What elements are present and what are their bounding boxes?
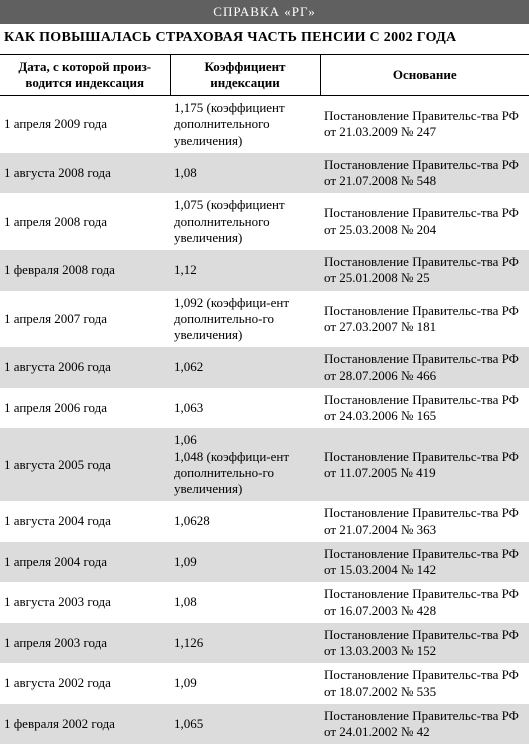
table-row: 1 апреля 2004 года1,09Постановление Прав…	[0, 542, 529, 583]
cell-date: 1 апреля 2007 года	[0, 291, 170, 348]
table-row: 1 августа 2002 года1,09Постановление Пра…	[0, 663, 529, 704]
cell-basis: Постановление Правительс-тва РФ от 25.03…	[320, 193, 529, 250]
table-row: 1 апреля 2008 года1,075 (коэффициент доп…	[0, 193, 529, 250]
table-row: 1 апреля 2006 года1,063Постановление Пра…	[0, 388, 529, 429]
cell-coef: 1,092 (коэффици-ент дополнительно-го уве…	[170, 291, 320, 348]
cell-coef: 1,062	[170, 347, 320, 388]
col-basis-header: Основание	[320, 55, 529, 96]
cell-basis: Постановление Правительс-тва РФ от 16.07…	[320, 582, 529, 623]
cell-basis: Постановление Правительс-тва РФ от 18.07…	[320, 663, 529, 704]
table-row: 1 февраля 2002 года1,065Постановление Пр…	[0, 704, 529, 744]
table-row: 1 апреля 2009 года1,175 (коэффициент доп…	[0, 96, 529, 153]
cell-basis: Постановление Правительс-тва РФ от 21.07…	[320, 153, 529, 194]
cell-coef: 1,08	[170, 582, 320, 623]
pension-table: Дата, с которой произ-водится индексация…	[0, 54, 529, 744]
col-date-header: Дата, с которой произ-водится индексация	[0, 55, 170, 96]
cell-basis: Постановление Правительс-тва РФ от 15.03…	[320, 542, 529, 583]
cell-date: 1 апреля 2009 года	[0, 96, 170, 153]
table-row: 1 августа 2004 года1,0628Постановление П…	[0, 501, 529, 542]
table-row: 1 августа 2008 года1,08Постановление Пра…	[0, 153, 529, 194]
col-coef-header: Коэффициент индексации	[170, 55, 320, 96]
cell-coef: 1,06 1,048 (коэффици-ент дополнительно-г…	[170, 428, 320, 501]
cell-coef: 1,09	[170, 542, 320, 583]
cell-basis: Постановление Правительс-тва РФ от 21.03…	[320, 96, 529, 153]
cell-date: 1 апреля 2006 года	[0, 388, 170, 429]
cell-date: 1 апреля 2008 года	[0, 193, 170, 250]
cell-coef: 1,075 (коэффициент дополнительного увели…	[170, 193, 320, 250]
page-title: КАК ПОВЫШАЛАСЬ СТРАХОВАЯ ЧАСТЬ ПЕНСИИ С …	[0, 24, 529, 54]
table-row: 1 февраля 2008 года1,12Постановление Пра…	[0, 250, 529, 291]
cell-coef: 1,09	[170, 663, 320, 704]
table-row: 1 апреля 2003 года1,126Постановление Пра…	[0, 623, 529, 664]
cell-date: 1 августа 2008 года	[0, 153, 170, 194]
cell-basis: Постановление Правительс-тва РФ от 13.03…	[320, 623, 529, 664]
cell-date: 1 августа 2002 года	[0, 663, 170, 704]
cell-coef: 1,065	[170, 704, 320, 744]
cell-date: 1 февраля 2002 года	[0, 704, 170, 744]
cell-date: 1 августа 2004 года	[0, 501, 170, 542]
cell-basis: Постановление Правительс-тва РФ от 28.07…	[320, 347, 529, 388]
cell-basis: Постановление Правительс-тва РФ от 25.01…	[320, 250, 529, 291]
cell-date: 1 апреля 2004 года	[0, 542, 170, 583]
header-bar: СПРАВКА «РГ»	[0, 0, 529, 24]
cell-coef: 1,175 (коэффициент дополнительного увели…	[170, 96, 320, 153]
cell-date: 1 февраля 2008 года	[0, 250, 170, 291]
cell-coef: 1,063	[170, 388, 320, 429]
cell-basis: Постановление Правительс-тва РФ от 11.07…	[320, 428, 529, 501]
cell-basis: Постановление Правительс-тва РФ от 21.07…	[320, 501, 529, 542]
cell-basis: Постановление Правительс-тва РФ от 24.03…	[320, 388, 529, 429]
cell-date: 1 августа 2006 года	[0, 347, 170, 388]
table-row: 1 августа 2003 года1,08Постановление Пра…	[0, 582, 529, 623]
cell-coef: 1,12	[170, 250, 320, 291]
cell-date: 1 апреля 2003 года	[0, 623, 170, 664]
cell-basis: Постановление Правительс-тва РФ от 24.01…	[320, 704, 529, 744]
table-row: 1 августа 2006 года1,062Постановление Пр…	[0, 347, 529, 388]
cell-coef: 1,126	[170, 623, 320, 664]
table-row: 1 апреля 2007 года1,092 (коэффици-ент до…	[0, 291, 529, 348]
cell-coef: 1,0628	[170, 501, 320, 542]
table-row: 1 августа 2005 года1,06 1,048 (коэффици-…	[0, 428, 529, 501]
cell-coef: 1,08	[170, 153, 320, 194]
cell-date: 1 августа 2003 года	[0, 582, 170, 623]
cell-basis: Постановление Правительс-тва РФ от 27.03…	[320, 291, 529, 348]
cell-date: 1 августа 2005 года	[0, 428, 170, 501]
